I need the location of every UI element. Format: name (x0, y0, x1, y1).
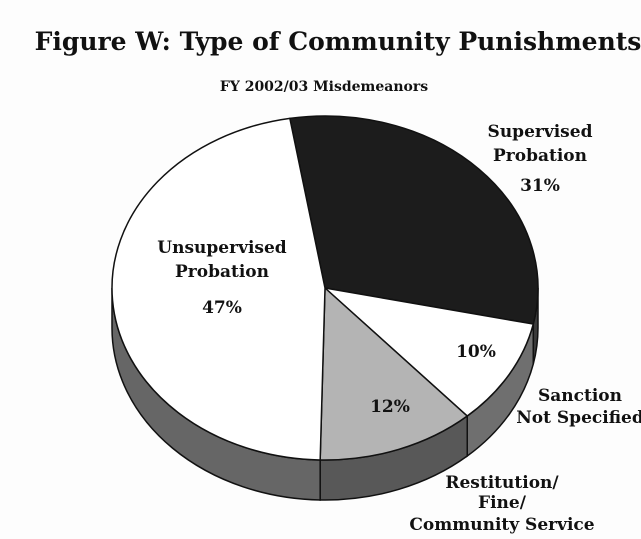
chart-subtitle: FY 2002/03 Misdemeanors (220, 79, 428, 95)
pie-top (111, 115, 539, 461)
slice-value-unsupervised-probation: 47% (202, 298, 242, 318)
slice-label-restitution-fine-community-service: Restitution/ (445, 473, 559, 493)
slice-label-sanction-not-specified: Not Specified (516, 408, 641, 428)
slice-value-sanction-not-specified: 10% (456, 342, 496, 362)
slice-value-supervised-probation: 31% (520, 176, 560, 196)
slice-label-supervised-probation: Supervised (488, 122, 593, 142)
pie-slice-supervised-probation (289, 115, 539, 325)
pie-sides (111, 287, 539, 501)
slice-label-restitution-fine-community-service: Fine/ (478, 493, 527, 513)
slice-label-restitution-fine-community-service: Community Service (409, 515, 594, 535)
pie-slice-restitution-fine-community-service (319, 287, 468, 461)
pie-slice-sanction-not-specified (324, 287, 535, 417)
slice-label-unsupervised-probation: Unsupervised (157, 238, 286, 258)
slice-label-unsupervised-probation: Probation (175, 262, 269, 282)
slice-label-sanction-not-specified: Sanction (538, 386, 622, 406)
slice-label-supervised-probation: Probation (493, 146, 587, 166)
chart-title: Figure W: Type of Community Punishments (35, 27, 641, 56)
slice-value-restitution-fine-community-service: 12% (370, 397, 410, 417)
pie-slice-unsupervised-probation (111, 117, 326, 461)
